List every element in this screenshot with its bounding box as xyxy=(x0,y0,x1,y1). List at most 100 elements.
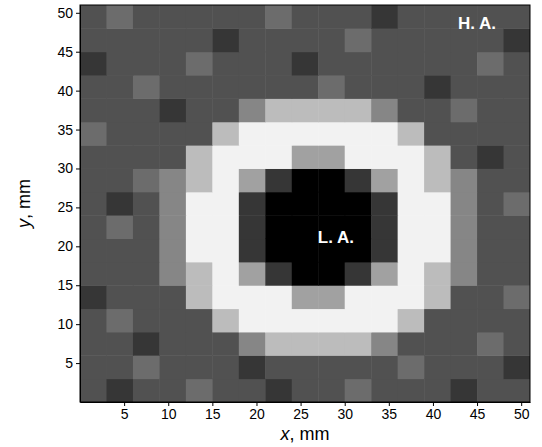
heat-cell xyxy=(504,239,530,263)
heat-cell xyxy=(212,75,239,99)
heat-cell xyxy=(186,5,213,29)
heat-cell xyxy=(212,192,239,216)
heat-cell xyxy=(371,215,398,239)
heat-cell xyxy=(80,75,107,99)
heat-cell xyxy=(186,309,213,333)
heat-cell xyxy=(292,5,319,29)
heat-cell xyxy=(371,168,398,192)
heat-cell xyxy=(477,239,504,263)
heat-cell xyxy=(424,262,451,286)
heat-cell xyxy=(212,28,239,52)
heat-cell xyxy=(80,309,107,333)
heat-cell xyxy=(133,75,160,99)
heat-cell xyxy=(212,262,239,286)
annotation: H. A. xyxy=(458,14,496,33)
tick-label: 10 xyxy=(161,406,177,422)
heat-cell xyxy=(451,168,478,192)
heat-cell xyxy=(239,309,266,333)
heat-cell xyxy=(159,332,186,356)
heat-cell xyxy=(451,52,478,76)
tick: 15 xyxy=(205,402,221,422)
heat-cell xyxy=(398,192,425,216)
x-axis-title: x, mm xyxy=(280,424,330,444)
heat-cell xyxy=(504,168,530,192)
heat-cell xyxy=(371,239,398,263)
tick: 25 xyxy=(293,402,309,422)
heat-cell xyxy=(424,239,451,263)
heat-cell xyxy=(239,215,266,239)
heat-cell xyxy=(239,239,266,263)
heat-cell xyxy=(345,262,372,286)
heat-cell xyxy=(239,145,266,169)
heat-cell xyxy=(345,379,372,402)
heat-cell xyxy=(398,332,425,356)
heat-cell xyxy=(345,332,372,356)
heat-cell xyxy=(212,98,239,122)
heat-cell xyxy=(186,239,213,263)
heat-cell xyxy=(451,285,478,309)
heat-cell xyxy=(318,168,345,192)
tick: 40 xyxy=(57,83,80,99)
tick: 35 xyxy=(57,122,80,138)
heat-cell xyxy=(477,309,504,333)
heat-cell xyxy=(159,122,186,146)
tick-label: 20 xyxy=(249,406,265,422)
heat-cell xyxy=(186,52,213,76)
heat-cell xyxy=(186,122,213,146)
heat-cell xyxy=(80,215,107,239)
tick-label: 40 xyxy=(57,83,73,99)
chart: 51015202530354045505101520253035404550x,… xyxy=(0,0,542,447)
heat-cell xyxy=(345,168,372,192)
heat-cell xyxy=(451,98,478,122)
cells xyxy=(80,5,530,402)
tick-mark xyxy=(76,246,80,247)
heat-cell xyxy=(451,239,478,263)
heat-cell xyxy=(398,285,425,309)
tick-label: 50 xyxy=(57,5,73,21)
heat-cell xyxy=(424,122,451,146)
tick-mark xyxy=(76,91,80,92)
heat-cell xyxy=(186,379,213,402)
heat-cell xyxy=(398,28,425,52)
heat-cell xyxy=(106,28,133,52)
annotation: L. A. xyxy=(318,228,354,247)
heat-cell xyxy=(265,262,292,286)
heat-cell xyxy=(477,192,504,216)
heat-cell xyxy=(80,5,107,29)
axis-line xyxy=(81,402,531,403)
heat-cell xyxy=(106,379,133,402)
heat-cell xyxy=(212,122,239,146)
tick: 5 xyxy=(121,402,129,422)
heat-cell xyxy=(477,122,504,146)
heat-cell xyxy=(424,309,451,333)
heat-cell xyxy=(318,52,345,76)
heat-cell xyxy=(292,309,319,333)
heat-cell xyxy=(159,309,186,333)
heat-cell xyxy=(398,98,425,122)
heat-cell xyxy=(212,5,239,29)
heat-cell xyxy=(345,145,372,169)
heat-cell xyxy=(398,168,425,192)
tick-label: 25 xyxy=(57,199,73,215)
tick-label: 5 xyxy=(65,355,73,371)
heat-cell xyxy=(186,215,213,239)
tick: 20 xyxy=(57,238,80,254)
heat-cell xyxy=(318,262,345,286)
heat-cell xyxy=(292,168,319,192)
heat-cell xyxy=(212,239,239,263)
heat-cell xyxy=(292,75,319,99)
heat-cell xyxy=(424,98,451,122)
heat-cell xyxy=(106,192,133,216)
heat-cell xyxy=(80,52,107,76)
heat-cell xyxy=(371,5,398,29)
heat-cell xyxy=(159,192,186,216)
heat-cell xyxy=(477,285,504,309)
tick: 50 xyxy=(514,402,530,422)
y-axis-title: y, mm xyxy=(14,179,34,230)
heat-cell xyxy=(80,168,107,192)
tick-mark xyxy=(76,130,80,131)
heat-cell xyxy=(345,355,372,379)
tick-label: 40 xyxy=(426,406,442,422)
tick-label: 10 xyxy=(57,316,73,332)
heat-cell xyxy=(265,192,292,216)
